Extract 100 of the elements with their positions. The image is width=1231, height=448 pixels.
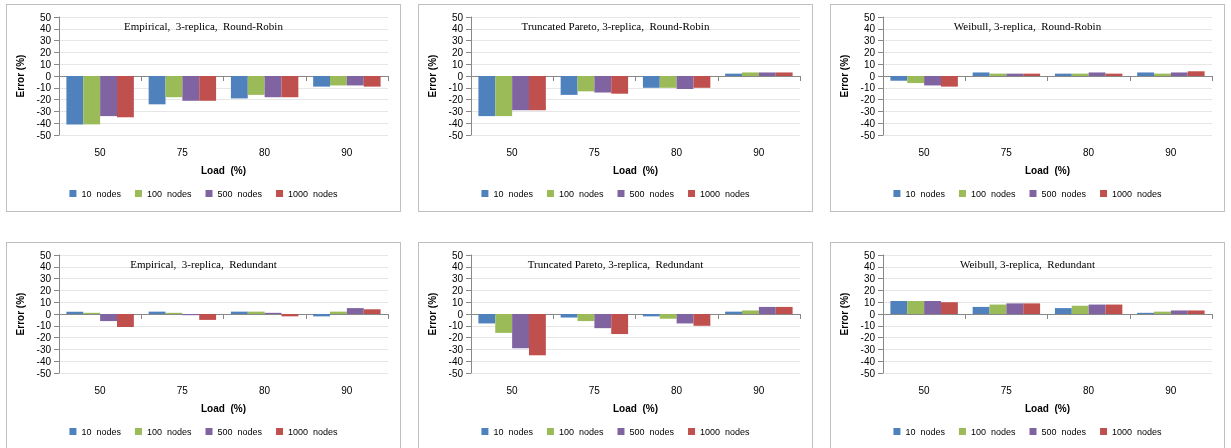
bar [512,314,529,349]
y-tick-label: 40 [863,23,876,35]
y-tick-label: 20 [863,46,876,58]
legend-label: 500 nodes [1041,188,1087,199]
y-tick-label: -30 [448,343,464,355]
y-tick-label: -20 [860,332,876,344]
y-tick-label: -50 [448,129,464,141]
legend-label: 1000 nodes [1112,188,1163,199]
y-tick-label: 0 [457,308,464,320]
x-tick-label: 80 [671,146,683,158]
bar [924,301,941,314]
y-tick-label: 20 [39,284,52,296]
legend-label: 1000 nodes [288,426,339,437]
y-tick-label: -50 [860,129,876,141]
bar [890,301,908,314]
bar [199,314,217,320]
y-tick-label: 10 [39,296,52,308]
y-tick-label: 50 [451,11,464,23]
y-tick-label: 0 [869,308,876,320]
legend-label: 10 nodes [905,188,946,199]
y-tick-label: 0 [869,70,876,82]
bar [758,306,776,314]
y-tick-label: 20 [39,46,52,58]
legend-label: 100 nodes [146,188,192,199]
bar [1023,303,1041,314]
bar [577,314,595,322]
y-tick-label: -40 [448,117,464,129]
y-tick-label: 10 [863,58,876,70]
y-tick-label: -40 [36,117,52,129]
y-tick-label: -10 [860,320,876,332]
bar [528,314,546,356]
bar [676,314,694,324]
chart-title: Truncated Pareto, 3-replica, Round-Robin [521,19,710,32]
y-tick-label: 40 [39,23,52,35]
y-tick-label: -40 [448,355,464,367]
y-tick-label: 20 [863,284,876,296]
x-axis-title: Load (%) [1025,164,1070,176]
y-tick-label: -20 [448,94,464,106]
y-tick-label: 10 [451,58,464,70]
bar [940,302,958,314]
legend-label: 1000 nodes [700,426,751,437]
y-axis-title: Error (%) [839,292,851,336]
y-tick-label: 40 [451,261,464,273]
x-tick-label: 75 [588,146,601,158]
x-tick-label: 75 [588,384,601,396]
chart-title: Truncated Pareto, 3-replica, Redundant [527,257,704,270]
chart-title: Empirical, 3-replica, Round-Robin [124,19,284,32]
y-tick-label: -50 [860,367,876,379]
bar [1054,308,1072,314]
y-tick-label: 20 [451,284,464,296]
legend-label: 10 nodes [81,426,122,437]
y-tick-label: -10 [448,82,464,94]
bar [972,306,990,314]
y-tick-label: -40 [36,355,52,367]
bar [989,304,1007,314]
chart-title: Empirical, 3-replica, Redundant [130,257,277,270]
x-tick-label: 90 [1165,146,1177,158]
y-tick-label: 20 [451,46,464,58]
legend-label: 1000 nodes [1112,426,1163,437]
bar [495,314,513,333]
y-tick-label: -20 [36,94,52,106]
bar [560,314,578,318]
x-tick-label: 90 [341,384,353,396]
y-tick-label: -50 [448,367,464,379]
y-tick-label: 0 [457,70,464,82]
x-tick-label: 50 [506,146,519,158]
x-tick-label: 50 [918,384,931,396]
x-tick-label: 80 [259,384,271,396]
y-tick-label: 30 [451,273,464,285]
y-tick-label: -20 [448,332,464,344]
x-tick-label: 50 [506,384,519,396]
x-tick-label: 80 [671,384,683,396]
y-tick-label: -10 [36,82,52,94]
chart-title: Weibull, 3-replica, Round-Robin [953,19,1102,32]
x-tick-label: 75 [176,146,189,158]
y-tick-label: -10 [448,320,464,332]
bar [693,314,711,326]
y-tick-label: -10 [36,320,52,332]
y-tick-label: 50 [863,11,876,23]
legend-label: 10 nodes [905,426,946,437]
y-tick-label: 30 [451,35,464,47]
legend-label: 10 nodes [81,188,122,199]
y-tick-label: -50 [36,367,52,379]
legend-label: 100 nodes [558,188,604,199]
y-tick-label: 40 [451,23,464,35]
y-axis-title: Error (%) [427,292,439,336]
y-tick-label: 40 [863,261,876,273]
y-tick-label: -20 [860,94,876,106]
legend-label: 500 nodes [629,426,675,437]
y-axis-title: Error (%) [427,54,439,98]
legend-label: 500 nodes [1041,426,1087,437]
bar [742,310,759,314]
y-tick-label: -50 [36,129,52,141]
y-tick-label: -10 [860,82,876,94]
x-tick-label: 90 [753,384,765,396]
bar [363,309,381,314]
x-tick-label: 90 [753,146,765,158]
y-tick-label: 30 [39,273,52,285]
legend-label: 1000 nodes [700,188,751,199]
legend-label: 1000 nodes [288,188,339,199]
